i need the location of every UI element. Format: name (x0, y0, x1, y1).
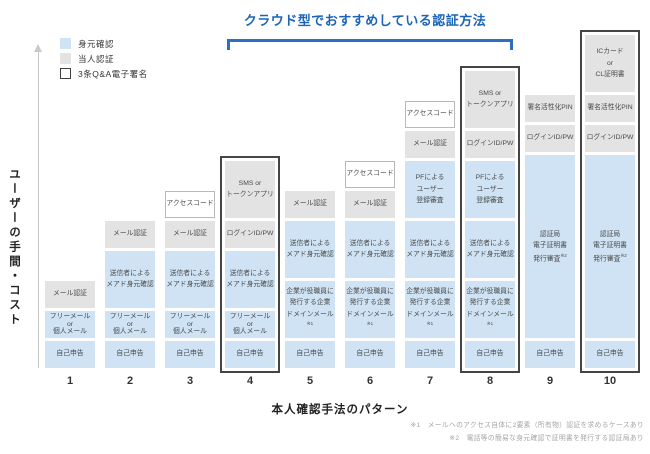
legend: 身元確認 当人認証 3条Q&A電子署名 (60, 38, 148, 83)
segment-idv: 自己申告 (405, 341, 455, 368)
segment-idv: 送信者による メアド身元確認 (105, 251, 155, 308)
segment-idv: 自己申告 (225, 341, 275, 368)
x-axis-label: 本人確認手法のパターン (271, 404, 409, 416)
segment-idv: 自己申告 (465, 341, 515, 368)
column-10-outlined: ICカード or CL証明書署名活性化PIN ログインID/PW 認証局 電子証明書 発行審… (580, 30, 640, 373)
segment-idv: 自己申告 (585, 341, 635, 368)
legend-item-idv: 身元確認 (60, 38, 148, 49)
segment-idv: 企業が役職員に 発行する企業 ドメインメール※1 (465, 281, 515, 338)
segment-auth: メール認証 (165, 221, 215, 248)
segment-auth: ログインID/PW (525, 125, 575, 152)
x-tick-label-2: 2 (126, 375, 134, 387)
x-tick-label-6: 6 (366, 375, 374, 387)
segment-idv: フリーメール or 個人メール (165, 311, 215, 338)
segment-auth: ログインID/PW (465, 131, 515, 158)
segment-idv: フリーメール or 個人メール (105, 311, 155, 338)
article3-esignature-swatch-icon (60, 68, 71, 79)
segment-idv: PFによる ユーザー 登録審査 (465, 161, 515, 218)
segment-plain: アクセスコード (345, 161, 395, 188)
segment-idv: 自己申告 (105, 341, 155, 368)
segment-auth: 署名活性化PIN (525, 95, 575, 122)
segment-auth: ログインID/PW (225, 221, 275, 248)
segment-auth: SMS or トークンアプリ (225, 161, 275, 218)
user-authentication-swatch-icon (60, 53, 71, 64)
x-tick-label-9: 9 (546, 375, 554, 387)
footnote-1: ※1 メールへのアクセス自体に2要素（所有物）認証を求めるケースあり (410, 422, 644, 429)
segment-idv: 企業が役職員に 発行する企業 ドメインメール※1 (345, 281, 395, 338)
segment-idv: 自己申告 (165, 341, 215, 368)
footnote-2: ※2 電話等の簡易な身元確認で証明書を発行する認証局あり (449, 434, 644, 442)
segment-auth: メール認証 (45, 281, 95, 308)
segment-idv: 送信者による メアド身元確認 (285, 221, 335, 278)
segment-idv: 送信者による メアド身元確認 (465, 221, 515, 278)
segment-idv: PFによる ユーザー 登録審査 (405, 161, 455, 218)
column-8-outlined: SMS or トークンアプリログインID/PW PFによる ユーザー 登録審査 送信者によ… (460, 66, 520, 373)
column-7: アクセスコード メール認証 PFによる ユーザー 登録審査 送信者による メアド身元確認 企業… (405, 101, 455, 368)
legend-item-auth: 当人認証 (60, 53, 148, 64)
x-tick-label-1: 1 (66, 375, 74, 387)
identity-verification-swatch-icon (60, 38, 71, 49)
footnotes: ※1 メールへのアクセス自体に2要素（所有物）認証を求めるケースあり ※2 電話… (411, 420, 644, 446)
segment-idv: 送信者による メアド身元確認 (345, 221, 395, 278)
y-axis-label: ユーザーの手間・コスト (8, 168, 20, 328)
legend-item-signature: 3条Q&A電子署名 (60, 68, 148, 79)
segment-auth: メール認証 (105, 221, 155, 248)
segment-auth: ログインID/PW (585, 125, 635, 152)
segment-auth: ICカード or CL証明書 (585, 35, 635, 92)
segment-plain: アクセスコード (405, 101, 455, 128)
segment-idv: 認証局 電子証明書 発行審査※2 (585, 155, 635, 338)
segment-idv: 自己申告 (525, 341, 575, 368)
column-6: アクセスコード メール認証送信者による メアド身元確認 企業が役職員に 発行する企業 ドメ… (345, 161, 395, 368)
segment-auth: メール認証 (345, 191, 395, 218)
column-1: メール認証フリーメール or 個人メール 自己申告 (45, 281, 95, 368)
x-tick-label-8: 8 (486, 375, 494, 387)
column-3: アクセスコード メール認証送信者による メアド身元確認フリーメール or 個人メール 自己… (165, 191, 215, 368)
segment-idv: 認証局 電子証明書 発行審査※2 (525, 155, 575, 338)
column-2: メール認証送信者による メアド身元確認フリーメール or 個人メール 自己申告 (105, 221, 155, 368)
legend-label: 身元確認 (78, 38, 115, 49)
x-tick-label-3: 3 (186, 375, 194, 387)
column-4-outlined: SMS or トークンアプリログインID/PW 送信者による メアド身元確認フリーメー… (220, 156, 280, 373)
segment-idv: 送信者による メアド身元確認 (165, 251, 215, 308)
x-tick-label-4: 4 (246, 375, 254, 387)
segment-plain: アクセスコード (165, 191, 215, 218)
column-5: メール認証送信者による メアド身元確認 企業が役職員に 発行する企業 ドメインメール※1… (285, 191, 335, 368)
segment-idv: 企業が役職員に 発行する企業 ドメインメール※1 (405, 281, 455, 338)
y-axis-arrow-icon (34, 44, 42, 52)
legend-label: 当人認証 (78, 53, 115, 64)
segment-idv: フリーメール or 個人メール (45, 311, 95, 338)
segment-auth: メール認証 (285, 191, 335, 218)
segment-auth: 署名活性化PIN (585, 95, 635, 122)
legend-label: 3条Q&A電子署名 (78, 68, 148, 79)
chart-title: クラウド型でおすすめしている認証方法 (243, 13, 487, 28)
segment-idv: 自己申告 (345, 341, 395, 368)
segment-idv: 送信者による メアド身元確認 (405, 221, 455, 278)
x-tick-label-10: 10 (603, 375, 617, 387)
segment-idv: 自己申告 (285, 341, 335, 368)
recommended-range-bracket (227, 39, 513, 50)
column-9: 署名活性化PIN ログインID/PW 認証局 電子証明書 発行審査※2 自己申告 (525, 95, 575, 368)
x-tick-label-7: 7 (426, 375, 434, 387)
y-axis (38, 52, 39, 368)
segment-idv: 自己申告 (45, 341, 95, 368)
segment-auth: メール認証 (405, 131, 455, 158)
segment-idv: フリーメール or 個人メール (225, 311, 275, 338)
segment-idv: 送信者による メアド身元確認 (225, 251, 275, 308)
segment-auth: SMS or トークンアプリ (465, 71, 515, 128)
segment-idv: 企業が役職員に 発行する企業 ドメインメール※1 (285, 281, 335, 338)
x-tick-label-5: 5 (306, 375, 314, 387)
